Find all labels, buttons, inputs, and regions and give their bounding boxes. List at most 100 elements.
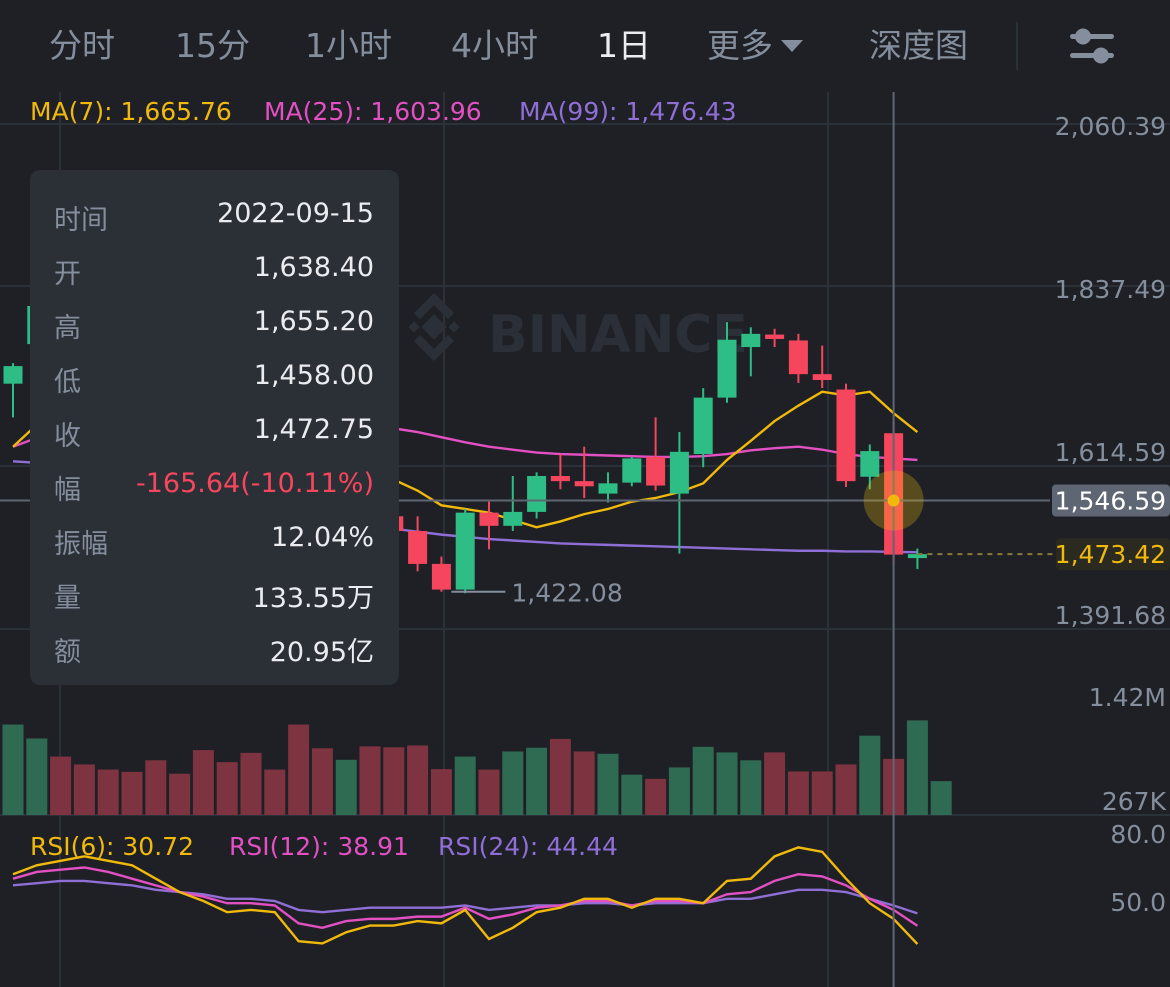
- candle-body: [527, 476, 547, 512]
- tooltip-label: 开: [54, 259, 81, 290]
- volume-bar: [859, 735, 881, 815]
- axis-labels: 2,060.39 1,837.49 1,614.59 1,391.68 1,546.59…: [1052, 112, 1170, 917]
- candle-body: [717, 339, 737, 398]
- candle-body: [741, 333, 761, 348]
- volume-bar: [716, 752, 738, 815]
- volume-bar: [549, 738, 571, 815]
- tooltip-value: 133.55万: [252, 583, 374, 614]
- tooltip-value: -165.64(-10.11%): [136, 468, 374, 499]
- rsi6-legend-value: 30.72: [122, 832, 194, 861]
- tab-1hour[interactable]: 1小时: [305, 26, 392, 65]
- volume-bar: [288, 724, 310, 815]
- rsi6-legend-label: RSI(6):: [30, 832, 115, 861]
- candle-body: [408, 530, 428, 564]
- candle-body: [860, 451, 880, 477]
- ma99-legend-value: 1,476.43: [625, 97, 737, 126]
- rsi12-legend-value: 38.91: [337, 832, 409, 861]
- candle-body: [907, 554, 927, 559]
- volume-bar: [121, 771, 143, 815]
- price-axis-label: 1,614.59: [1055, 438, 1166, 467]
- volume-bar: [835, 764, 857, 815]
- tab-depth-chart[interactable]: 深度图: [869, 26, 968, 65]
- tooltip-row-turnover: 额 20.95亿: [54, 630, 374, 670]
- tooltip-value: 1,655.20: [253, 306, 374, 337]
- tooltip-row-volume: 量 133.55万: [54, 576, 374, 616]
- tooltip-label: 振幅: [54, 529, 108, 560]
- tab-1day[interactable]: 1日: [597, 26, 651, 65]
- candle-body: [431, 563, 451, 590]
- tooltip-row-high: 高 1,655.20: [54, 306, 374, 346]
- ma7-legend: MA(7): 1,665.76: [30, 97, 232, 126]
- candle-body: [550, 476, 570, 482]
- rsi6-legend: RSI(6): 30.72: [30, 832, 194, 861]
- tooltip-row-close: 收 1,472.75: [54, 414, 374, 454]
- tab-more[interactable]: 更多: [707, 24, 803, 68]
- crosshair-dot: [887, 494, 900, 507]
- rsi12-line: [12, 866, 919, 930]
- tab-timeline[interactable]: 分时: [49, 26, 115, 65]
- candle-body: [669, 451, 689, 494]
- price-axis-label: 1,391.68: [1055, 601, 1166, 630]
- tab-4hour[interactable]: 4小时: [451, 26, 538, 65]
- tooltip-label: 额: [54, 637, 81, 668]
- tooltip-value: 2022-09-15: [217, 198, 374, 229]
- sliders-icon[interactable]: [1066, 22, 1118, 70]
- price-axis-label: 1,837.49: [1055, 275, 1166, 304]
- candle-body: [836, 389, 856, 482]
- crosshair-price-label: 1,546.59: [1055, 486, 1166, 515]
- volume-bar: [50, 756, 72, 815]
- volume-bar: [145, 760, 167, 815]
- volume-bars: [2, 720, 952, 815]
- volume-bar: [240, 752, 262, 815]
- volume-bar: [359, 746, 381, 815]
- rsi24-line: [12, 879, 918, 915]
- volume-bar: [811, 771, 833, 815]
- volume-bar: [740, 760, 762, 815]
- interval-tab-bar: 分时 15分 1小时 4小时 1日 更多 深度图: [0, 0, 1170, 92]
- tab-more-label: 更多: [707, 26, 773, 65]
- watermark-text: BINANCE: [488, 305, 748, 365]
- volume-bar: [430, 769, 452, 815]
- tooltip-row-time: 时间 2022-09-15: [54, 198, 374, 238]
- candle-body: [812, 374, 832, 381]
- tooltip-row-low: 低 1,458.00: [54, 360, 374, 400]
- ma99-legend: MA(99): 1,476.43: [519, 97, 737, 126]
- volume-bar: [502, 751, 524, 815]
- candle-body: [788, 340, 808, 375]
- candle-body: [598, 483, 618, 494]
- volume-bar: [169, 773, 191, 815]
- rsi-lines: [12, 846, 919, 945]
- tab-15min[interactable]: 15分: [175, 26, 250, 65]
- volume-bar: [26, 738, 48, 815]
- volume-bar: [573, 751, 595, 815]
- last-price-label: 1,473.42: [1055, 540, 1166, 569]
- tooltip-label: 高: [54, 313, 81, 344]
- volume-bar: [645, 778, 667, 815]
- rsi24-legend: RSI(24): 44.44: [438, 832, 618, 861]
- binance-watermark: BINANCE: [408, 293, 748, 365]
- volume-bar: [478, 769, 500, 815]
- candle-body: [479, 512, 499, 526]
- volume-bar: [764, 752, 786, 815]
- volume-bar: [97, 769, 119, 815]
- last-price-tag: [1056, 538, 1170, 571]
- ma99-legend-label: MA(99):: [519, 97, 618, 126]
- tab-divider: [1016, 22, 1018, 70]
- candle-tooltip: 时间 2022-09-15 开 1,638.40 高 1,655.20 低 1,458.…: [30, 170, 399, 685]
- low-marker-label: 1,422.08: [511, 579, 622, 608]
- volume-bar: [454, 756, 476, 815]
- candle-body: [646, 456, 666, 486]
- candle-body: [765, 334, 785, 339]
- volume-bar: [2, 724, 24, 815]
- volume-bar: [621, 774, 643, 815]
- price-axis-label: 2,060.39: [1055, 112, 1166, 141]
- tooltip-label: 幅: [54, 475, 81, 506]
- volume-axis-label: 1.42M: [1089, 683, 1166, 712]
- candle-body: [693, 397, 713, 455]
- candle-body: [455, 512, 475, 590]
- ma25-legend: MA(25): 1,603.96: [264, 97, 482, 126]
- tooltip-row-amplitude: 振幅 12.04%: [54, 522, 374, 562]
- ma25-legend-value: 1,603.96: [370, 97, 482, 126]
- candle-body: [622, 458, 642, 483]
- ma7-legend-label: MA(7):: [30, 97, 113, 126]
